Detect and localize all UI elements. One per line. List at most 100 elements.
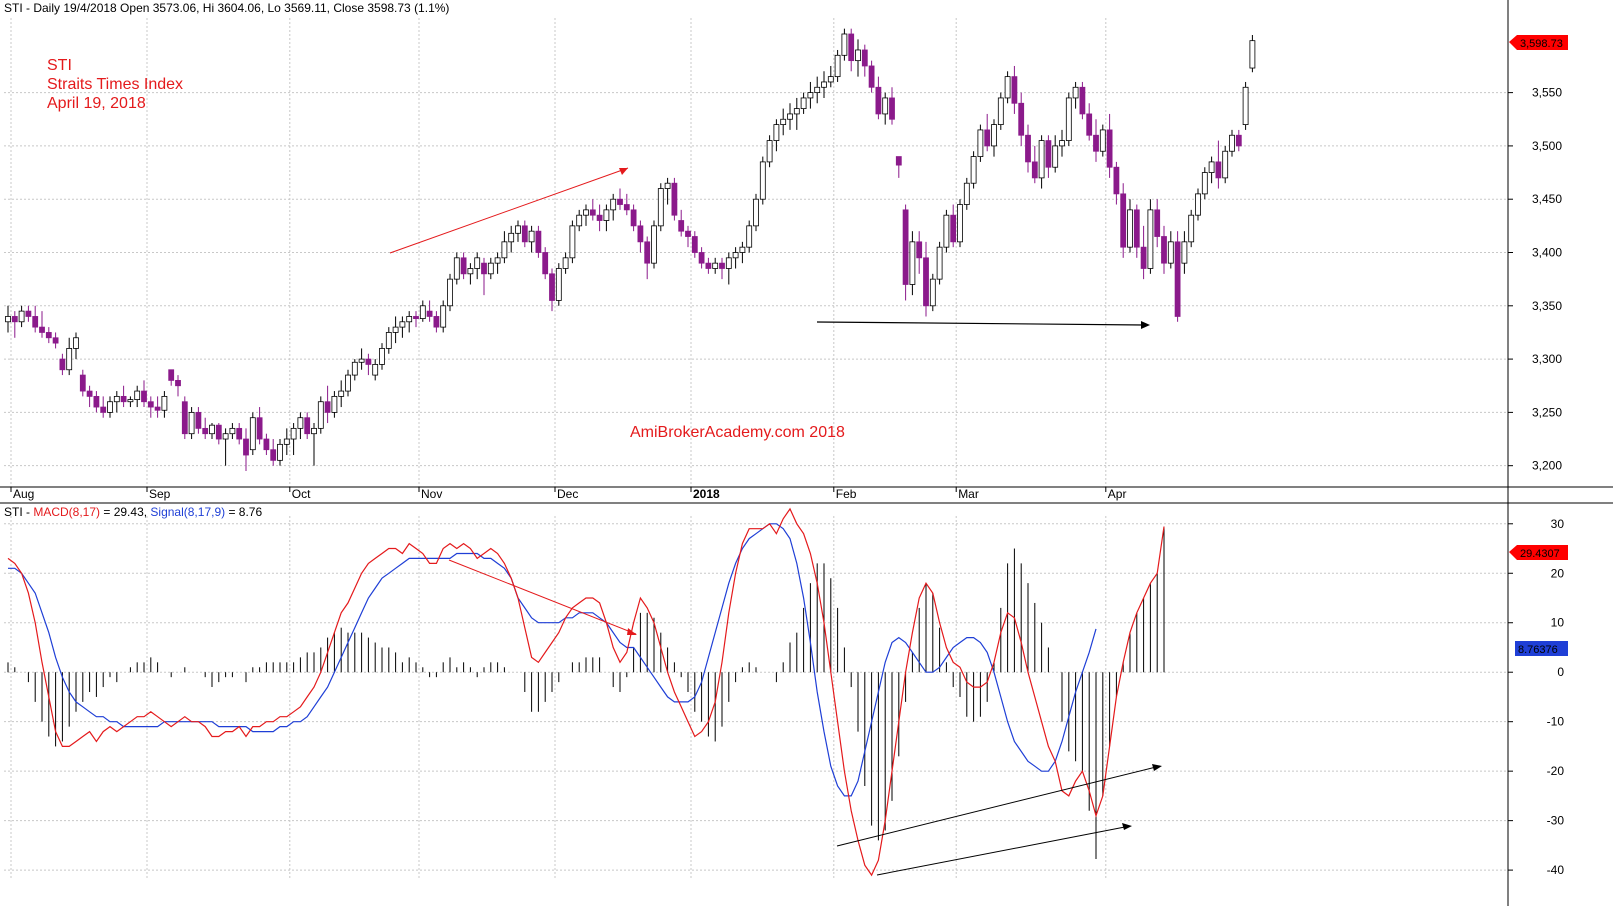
candle (691, 231, 698, 258)
candle (528, 225, 535, 253)
candle-body (277, 443, 283, 461)
macd-header-macd-value: = 29.43, (100, 505, 150, 519)
candle-body (617, 198, 623, 205)
candle-body (413, 316, 419, 319)
candle-body (345, 374, 351, 392)
candle (1099, 124, 1106, 157)
candle-body (759, 161, 766, 200)
candle-body (1065, 97, 1072, 141)
candle-body (399, 321, 406, 328)
candle (392, 316, 399, 344)
candle (841, 28, 848, 61)
candle-body (1038, 140, 1045, 179)
candle (664, 177, 671, 205)
candle-body (93, 395, 100, 408)
candle-body (440, 305, 447, 328)
macd-divergence-arrowhead-lower (1122, 823, 1132, 830)
candle (1025, 124, 1031, 173)
candle (984, 113, 991, 152)
candle-body (848, 33, 855, 62)
candle-body (909, 241, 916, 285)
candle-body (834, 54, 841, 78)
price-header: STI - Daily 19/4/2018 Open 3573.06, Hi 3… (4, 1, 449, 15)
candle (739, 241, 746, 264)
candle (583, 204, 589, 226)
candle (637, 220, 644, 253)
candle-body (991, 124, 997, 147)
candle-body (317, 401, 324, 429)
macd-divergence-arrowhead-upper (1152, 764, 1162, 771)
candle-body (671, 182, 678, 216)
candle-body (283, 438, 290, 445)
candle-body (297, 417, 304, 429)
candle-body (168, 369, 175, 381)
candle (759, 156, 766, 205)
candle-body (331, 395, 338, 413)
candle (855, 39, 861, 77)
month-label-2: Oct (292, 487, 311, 501)
candle (719, 257, 725, 280)
candle-body (1025, 134, 1031, 163)
candle-body (18, 310, 25, 323)
candle (1140, 225, 1147, 280)
candle-body (725, 257, 732, 269)
candle (1079, 81, 1086, 120)
candle (787, 103, 793, 130)
price-ytick-label-4: 3,400 (1532, 246, 1562, 260)
candle-body (1161, 236, 1167, 264)
candle-body (1249, 40, 1256, 69)
month-label-6: Feb (836, 487, 857, 501)
candle-body (1229, 134, 1235, 152)
candle (1113, 161, 1120, 205)
candle (45, 327, 52, 344)
candle-body (630, 209, 637, 227)
candle (963, 177, 970, 210)
candle-body (827, 76, 834, 83)
candle (324, 385, 331, 424)
macd-ytick-label-0: -40 (1547, 863, 1565, 877)
candle (970, 151, 977, 189)
candle-body (651, 225, 657, 264)
candle (1174, 231, 1181, 322)
candle-body (732, 252, 739, 259)
candle-body (515, 225, 521, 234)
candle-body (1018, 102, 1025, 136)
candle (555, 263, 562, 306)
candle (725, 252, 732, 285)
candle (317, 396, 324, 434)
candle-body (52, 337, 59, 344)
candle-body (11, 316, 18, 323)
candle (18, 305, 25, 328)
candle-body (875, 86, 882, 115)
candle (460, 252, 467, 280)
candle (766, 135, 773, 168)
candle-body (79, 374, 86, 392)
candle (1133, 204, 1140, 258)
candle-body (657, 188, 664, 227)
price-badge: 3,598.73 (1509, 35, 1568, 50)
price-ytick-label-0: 3,200 (1532, 459, 1562, 473)
candle-body (868, 65, 875, 88)
candle-body (406, 316, 413, 323)
candle (175, 375, 181, 397)
candle (372, 359, 379, 381)
candle-body (712, 262, 719, 269)
candle (304, 412, 311, 440)
candle-body (963, 182, 970, 205)
candle (113, 391, 120, 413)
candle (746, 220, 753, 253)
candle (236, 423, 243, 445)
candle (1195, 188, 1201, 221)
candle (263, 433, 270, 456)
candle-body (950, 214, 957, 243)
candle-body (705, 262, 712, 269)
price-ytick-label-5: 3,450 (1532, 192, 1562, 206)
candle-body (447, 278, 453, 307)
candle-body (1059, 140, 1065, 147)
candle (596, 204, 603, 232)
candle-body (1113, 166, 1120, 195)
candle-body (372, 364, 379, 376)
candle-body (787, 113, 793, 120)
